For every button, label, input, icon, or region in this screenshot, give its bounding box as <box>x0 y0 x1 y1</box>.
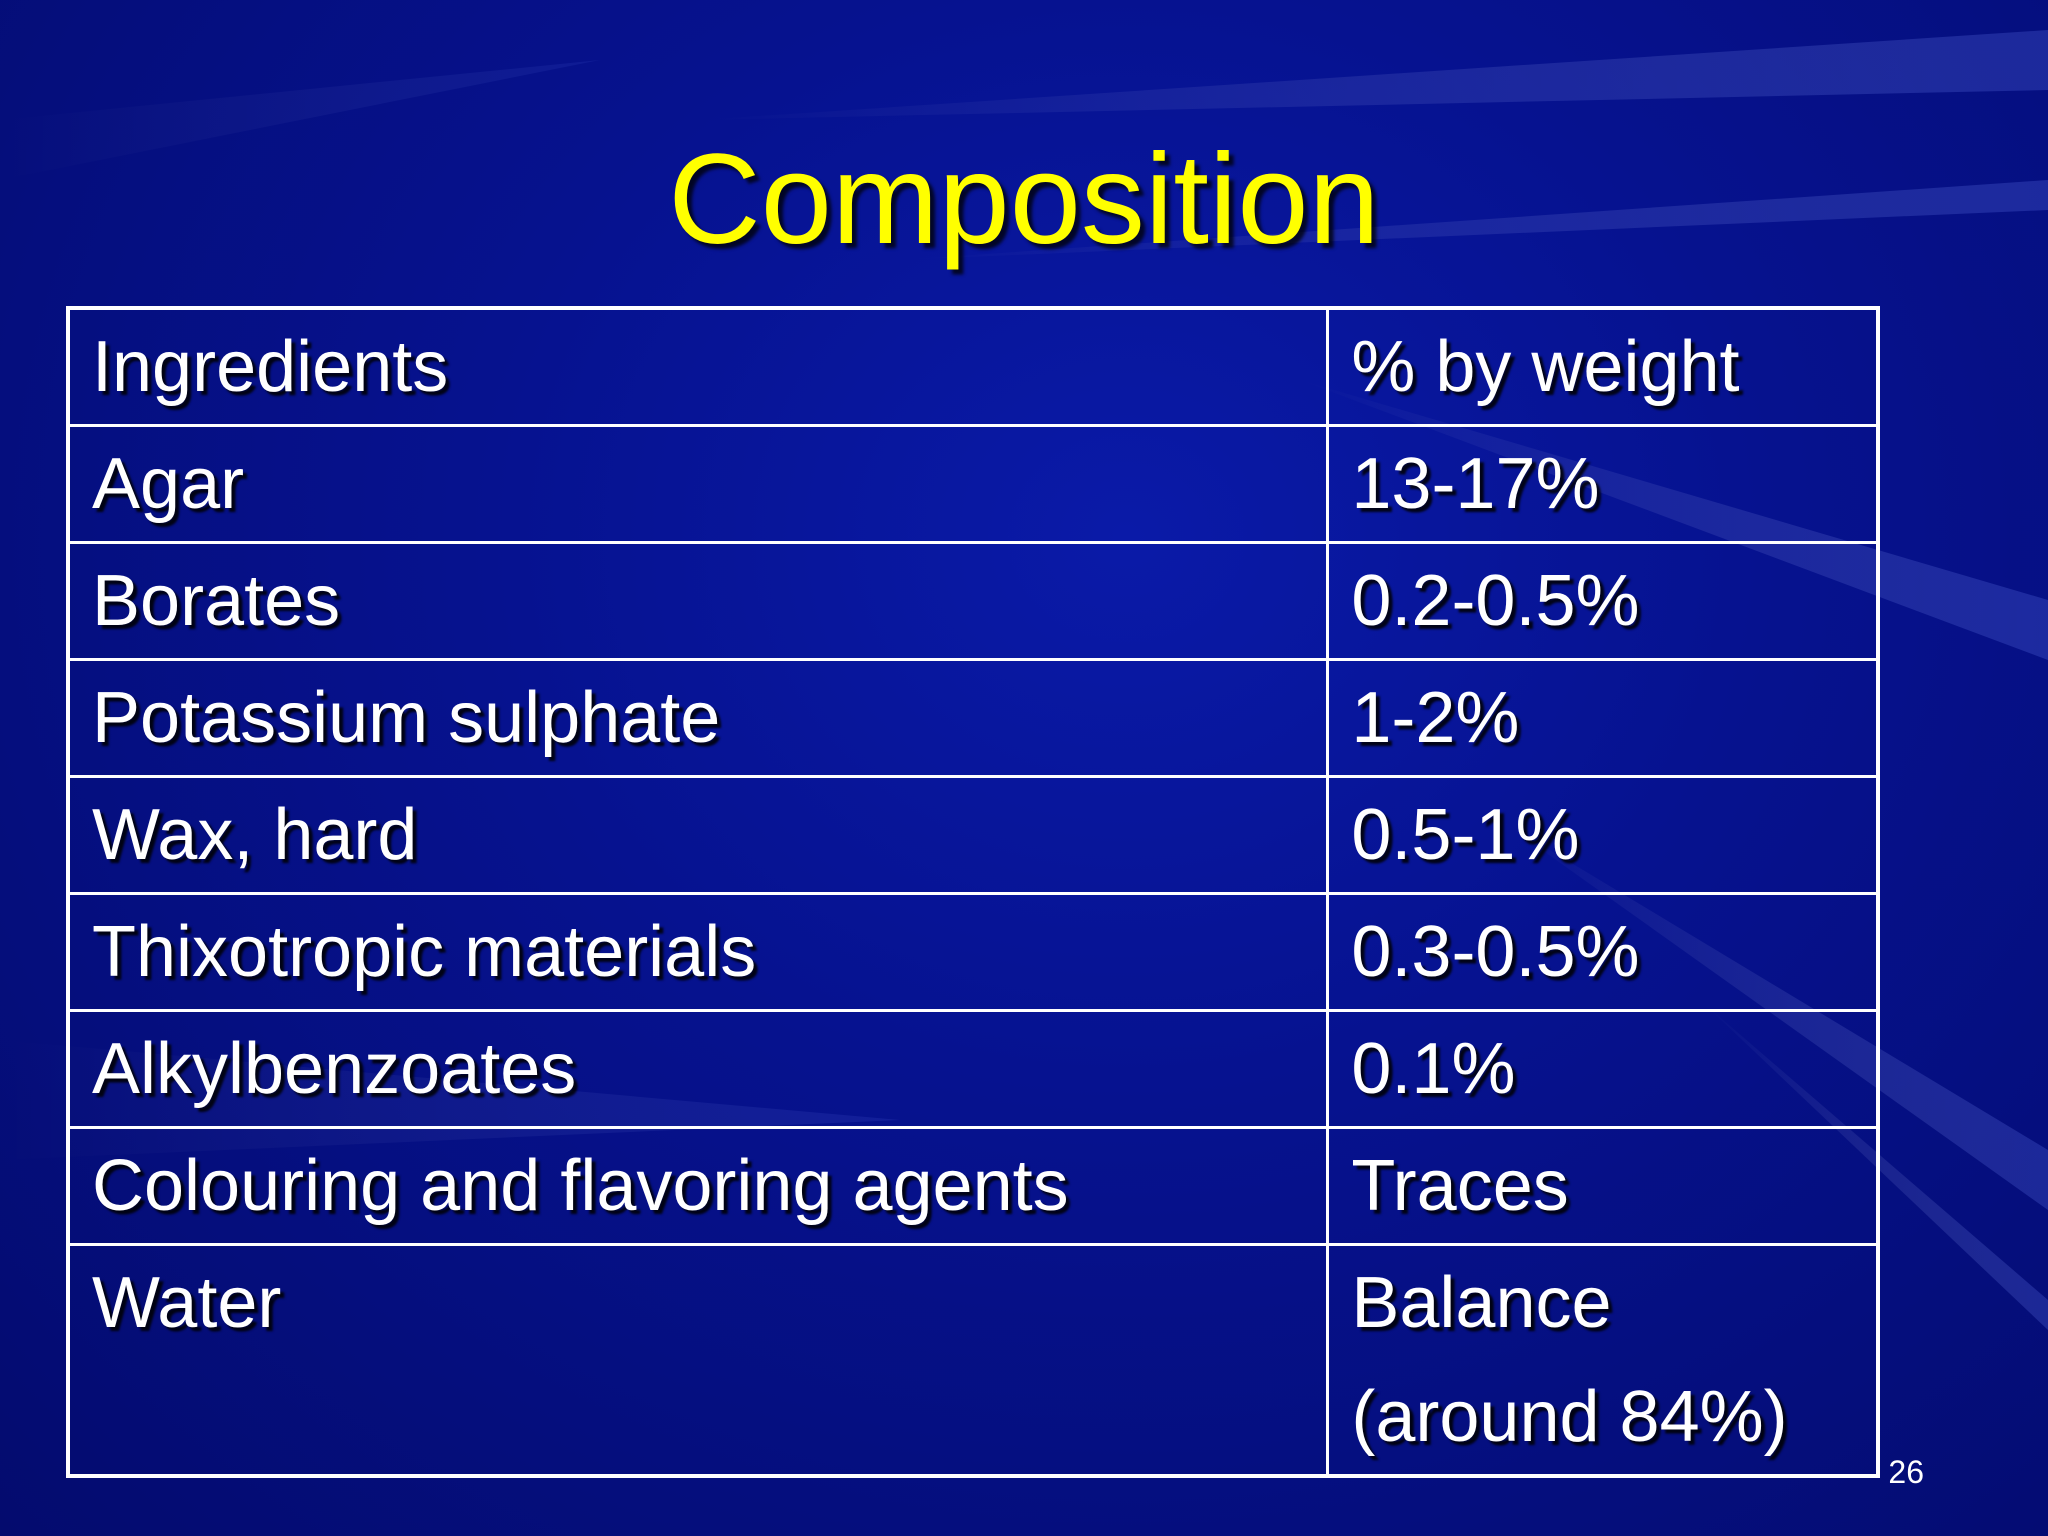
percent-line-2: (around 84%) <box>1351 1377 1788 1457</box>
table-row: Alkylbenzoates 0.1% <box>66 1009 1880 1129</box>
table-row: Agar 13-17% <box>66 424 1880 544</box>
ingredient-cell: Thixotropic materials <box>66 892 1330 1012</box>
table-row: Borates 0.2-0.5% <box>66 541 1880 661</box>
ingredient-cell: Wax, hard <box>66 775 1330 895</box>
ingredient-cell: Colouring and flavoring agents <box>66 1126 1330 1246</box>
ingredient-cell: Alkylbenzoates <box>66 1009 1330 1129</box>
table-row: Colouring and flavoring agents Traces <box>66 1126 1880 1246</box>
slide-title: Composition <box>668 128 1380 271</box>
header-ingredients: Ingredients <box>66 306 1330 427</box>
table-row: Water Balance (around 84%) <box>66 1243 1880 1478</box>
percent-cell: Traces <box>1326 1126 1880 1246</box>
percent-cell: 13-17% <box>1326 424 1880 544</box>
composition-table: Ingredients % by weight Agar 13-17% Bora… <box>66 306 1880 1478</box>
table-row: Thixotropic materials 0.3-0.5% <box>66 892 1880 1012</box>
percent-cell: 0.2-0.5% <box>1326 541 1880 661</box>
ingredient-cell: Potassium sulphate <box>66 658 1330 778</box>
table-row: Potassium sulphate 1-2% <box>66 658 1880 778</box>
percent-cell: 0.5-1% <box>1326 775 1880 895</box>
percent-cell: 0.3-0.5% <box>1326 892 1880 1012</box>
table-header-row: Ingredients % by weight <box>66 306 1880 427</box>
percent-line-1: Balance <box>1351 1263 1612 1343</box>
table-row: Wax, hard 0.5-1% <box>66 775 1880 895</box>
ingredient-cell: Borates <box>66 541 1330 661</box>
percent-cell: 0.1% <box>1326 1009 1880 1129</box>
percent-cell: Balance (around 84%) <box>1326 1243 1880 1478</box>
ingredient-cell: Water <box>66 1243 1330 1478</box>
percent-cell: 1-2% <box>1326 658 1880 778</box>
page-number: 26 <box>1888 1454 1924 1490</box>
ingredient-cell: Agar <box>66 424 1330 544</box>
header-percent-by-weight: % by weight <box>1326 306 1880 427</box>
